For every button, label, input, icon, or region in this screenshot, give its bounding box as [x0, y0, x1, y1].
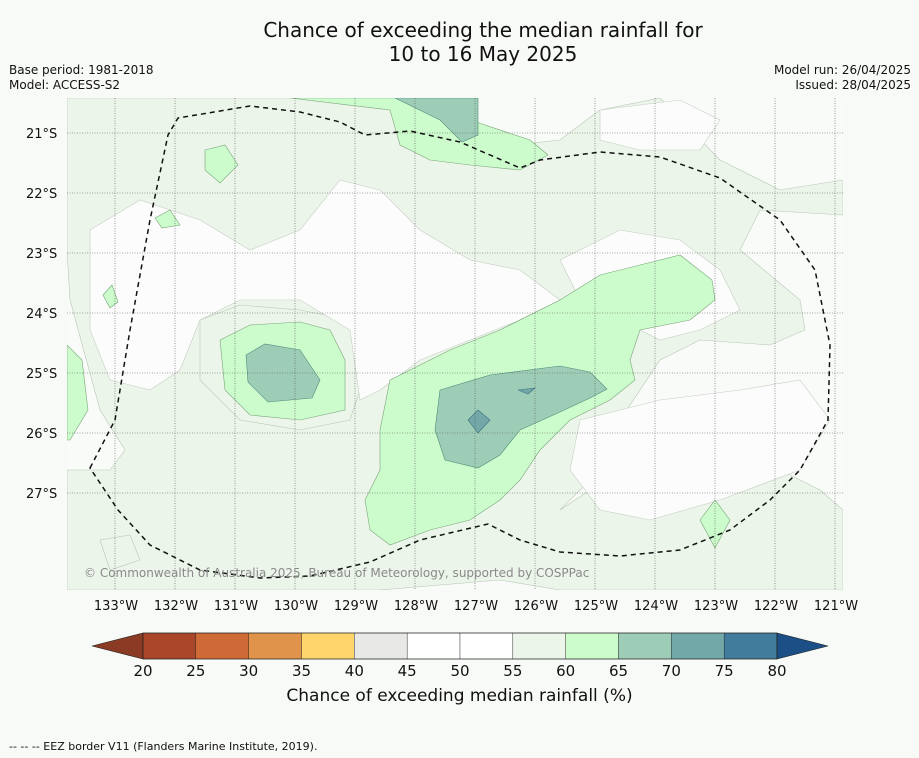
colorbar-segment — [459, 632, 514, 660]
model-name: Model: ACCESS-S2 — [9, 78, 121, 92]
lon-label: 130°W — [274, 599, 318, 614]
colorbar-tick-label: 40 — [345, 662, 364, 680]
copyright-notice: © Commonwealth of Australia 2025, Bureau… — [84, 566, 590, 580]
title-line-1: Chance of exceeding the median rainfall … — [263, 18, 703, 42]
lon-label: 123°W — [694, 599, 738, 614]
map-plot-area — [67, 98, 843, 590]
colorbar-tick-label: 75 — [715, 662, 734, 680]
colorbar-segment — [248, 632, 302, 660]
colorbar-tick-label: 20 — [133, 662, 152, 680]
lat-label: 22°S — [26, 187, 57, 202]
lon-label: 126°W — [514, 599, 558, 614]
colorbar-segment — [723, 632, 778, 660]
eez-footnote: -- -- -- EEZ border V11 (Flanders Marine… — [9, 740, 318, 753]
colorbar-tick-label: 25 — [186, 662, 205, 680]
colorbar-tick-label: 70 — [662, 662, 681, 680]
lon-label: 128°W — [394, 599, 438, 614]
colorbar-tick-label: 80 — [767, 662, 786, 680]
lon-label: 122°W — [754, 599, 798, 614]
lat-label: 27°S — [26, 487, 57, 502]
title-line-2: 10 to 16 May 2025 — [388, 42, 578, 66]
issued-date: Issued: 28/04/2025 — [795, 78, 911, 92]
model-run: Model run: 26/04/2025 — [773, 63, 911, 77]
base-period: Base period: 1981-2018 — [9, 63, 154, 77]
colorbar-segment — [406, 632, 461, 660]
colorbar-over-arrow — [776, 632, 829, 660]
colorbar-segment — [142, 632, 197, 660]
colorbar-segment — [671, 632, 725, 660]
lon-label: 125°W — [574, 599, 618, 614]
colorbar-segment — [354, 632, 408, 660]
lon-label: 132°W — [154, 599, 198, 614]
lat-label: 25°S — [26, 367, 57, 382]
eez-border — [89, 105, 831, 579]
colorbar-segment — [301, 632, 355, 660]
colorbar-tick-labels: 20 25 30 35 40 45 50 55 60 65 70 75 80 — [133, 662, 786, 680]
lon-label: 127°W — [454, 599, 498, 614]
graticule — [67, 98, 843, 590]
colorbar-tick-label: 30 — [239, 662, 258, 680]
lat-label: 26°S — [26, 427, 57, 442]
metadata-right: Model run: 26/04/2025 Issued: 28/04/2025 — [774, 63, 911, 93]
colorbar-frame — [142, 632, 778, 660]
colorbar-tick-label: 45 — [398, 662, 417, 680]
latitude-labels: 21°S 22°S 23°S 24°S 25°S 26°S 27°S — [26, 127, 57, 502]
contour-70-75 — [467, 387, 536, 434]
colorbar-segment — [195, 632, 249, 660]
colorbar-tick-label: 65 — [609, 662, 628, 680]
lon-label: 133°W — [94, 599, 138, 614]
lon-label: 121°W — [814, 599, 858, 614]
lon-label: 131°W — [214, 599, 258, 614]
colorbar-tick-label: 35 — [292, 662, 311, 680]
colorbar-segment — [618, 632, 672, 660]
lon-label: 124°W — [634, 599, 678, 614]
colorbar-tick-label: 60 — [556, 662, 575, 680]
lon-label: 129°W — [334, 599, 378, 614]
colorbar-tick-label: 50 — [450, 662, 469, 680]
colorbar-under-arrow — [91, 632, 144, 660]
longitude-labels: 133°W 132°W 131°W 130°W 129°W 128°W 127°… — [94, 599, 858, 614]
colorbar-segment — [512, 632, 566, 660]
lat-label: 24°S — [26, 307, 57, 322]
metadata-left: Base period: 1981-2018 Model: ACCESS-S2 — [9, 63, 154, 93]
colorbar: 20 25 30 35 40 45 50 55 60 65 70 75 80 — [91, 632, 829, 680]
colorbar-segments — [142, 632, 778, 660]
lat-label: 21°S — [26, 127, 57, 142]
map-title: Chance of exceeding the median rainfall … — [0, 18, 919, 66]
lat-label: 23°S — [26, 247, 57, 262]
contour-65-70 — [245, 98, 608, 469]
colorbar-label: Chance of exceeding median rainfall (%) — [286, 686, 633, 706]
colorbar-segment — [565, 632, 619, 660]
colorbar-tick-label: 55 — [503, 662, 522, 680]
